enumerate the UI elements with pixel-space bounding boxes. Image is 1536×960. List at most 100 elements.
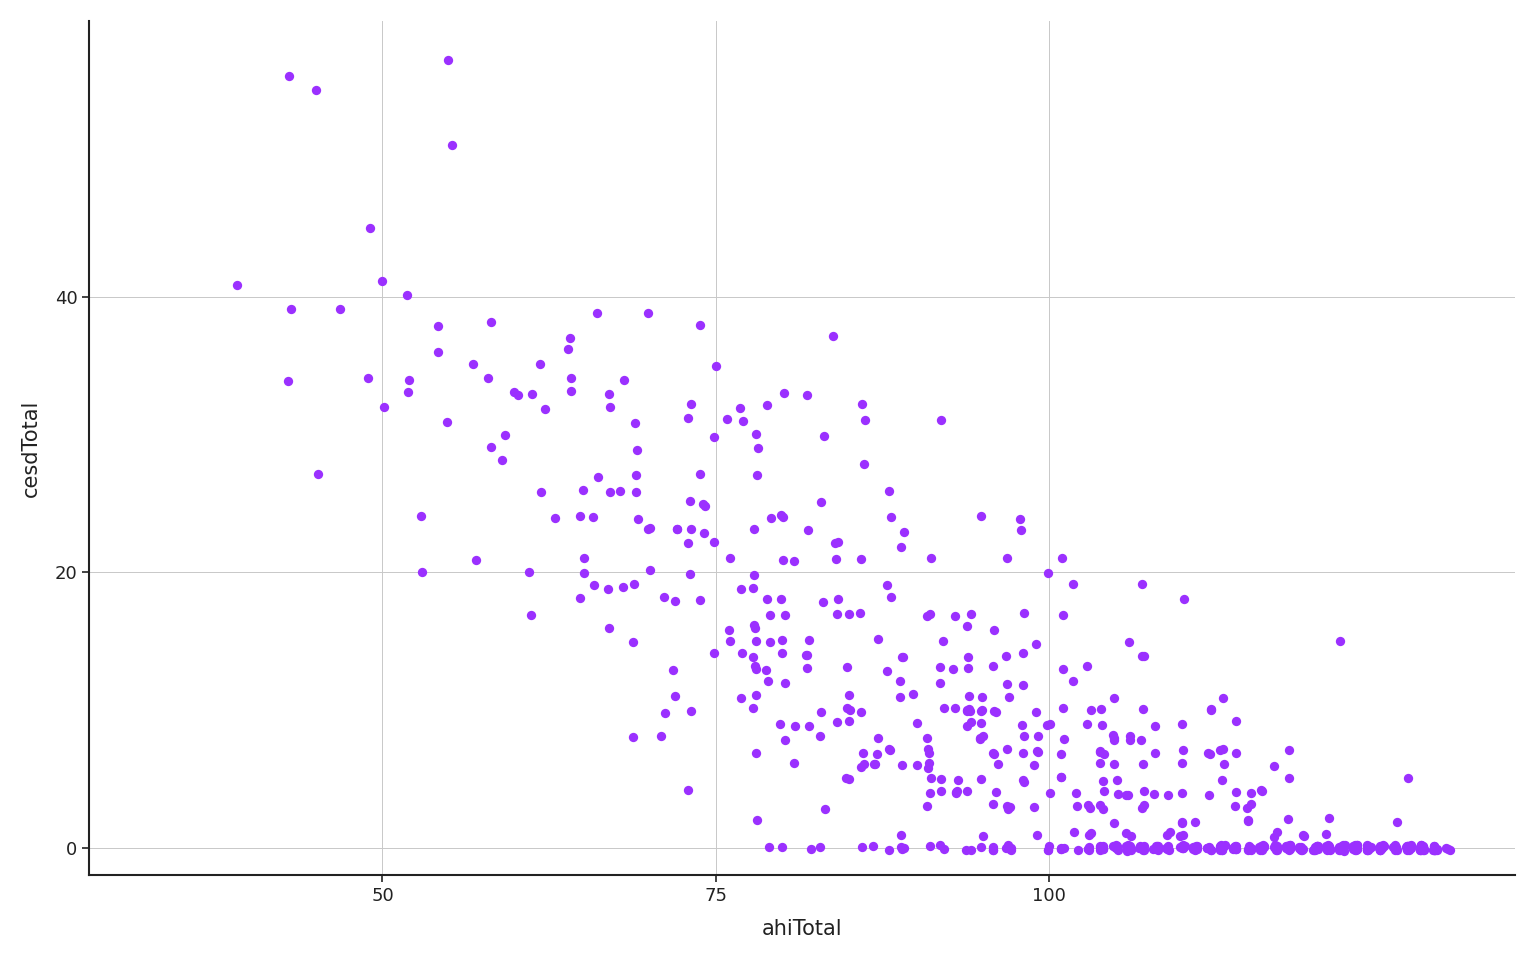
- Point: [571, 551, 596, 566]
- Point: [1289, 842, 1313, 857]
- Point: [954, 842, 978, 857]
- Point: [1026, 729, 1051, 744]
- Point: [1252, 838, 1276, 853]
- Point: [945, 784, 969, 800]
- Point: [877, 741, 902, 756]
- Point: [958, 714, 983, 730]
- Point: [770, 633, 794, 648]
- Point: [1318, 841, 1342, 856]
- Point: [1316, 841, 1341, 856]
- Point: [519, 386, 544, 401]
- Point: [889, 839, 914, 854]
- Point: [848, 759, 872, 775]
- Point: [1118, 838, 1143, 853]
- Point: [968, 840, 992, 855]
- Point: [955, 783, 980, 799]
- Point: [1382, 841, 1407, 856]
- Point: [1381, 839, 1405, 854]
- Point: [637, 520, 662, 536]
- Point: [1355, 843, 1379, 858]
- Point: [1049, 770, 1074, 785]
- Point: [971, 703, 995, 718]
- Point: [982, 622, 1006, 637]
- Point: [1221, 842, 1246, 857]
- Point: [1409, 843, 1433, 858]
- Point: [1118, 729, 1143, 744]
- Point: [1169, 756, 1193, 771]
- Point: [998, 799, 1023, 814]
- Point: [932, 701, 957, 716]
- Point: [1167, 828, 1192, 844]
- Point: [743, 426, 768, 442]
- Point: [730, 646, 754, 661]
- Point: [608, 483, 633, 498]
- Point: [505, 387, 530, 402]
- Point: [636, 522, 660, 538]
- Point: [1011, 678, 1035, 693]
- Point: [957, 701, 982, 716]
- Point: [1410, 838, 1435, 853]
- Point: [1396, 839, 1421, 854]
- Point: [1273, 840, 1298, 855]
- Point: [1183, 842, 1207, 857]
- Point: [1341, 841, 1366, 856]
- Point: [982, 796, 1006, 811]
- Point: [822, 535, 846, 550]
- Point: [743, 659, 768, 674]
- Point: [1224, 838, 1249, 853]
- Point: [1264, 840, 1289, 855]
- Point: [929, 771, 954, 786]
- Point: [1290, 842, 1315, 857]
- Point: [1207, 838, 1232, 853]
- Point: [439, 137, 464, 153]
- Point: [994, 648, 1018, 663]
- Point: [995, 801, 1020, 816]
- Point: [1395, 840, 1419, 855]
- Point: [1370, 837, 1395, 852]
- Point: [797, 633, 822, 648]
- Point: [1012, 774, 1037, 789]
- Point: [519, 608, 544, 623]
- Point: [1421, 842, 1445, 857]
- Point: [1061, 577, 1086, 592]
- Point: [1303, 839, 1327, 854]
- Point: [1435, 840, 1459, 855]
- Point: [771, 552, 796, 567]
- Point: [581, 509, 605, 524]
- Point: [1144, 840, 1169, 855]
- Point: [1114, 826, 1138, 841]
- Point: [688, 318, 713, 333]
- Point: [1238, 840, 1263, 855]
- Point: [584, 305, 608, 321]
- Point: [1091, 840, 1115, 855]
- Point: [1224, 745, 1249, 760]
- Point: [1186, 839, 1210, 854]
- Point: [1435, 841, 1459, 856]
- Point: [1184, 842, 1209, 857]
- Point: [743, 686, 768, 702]
- Point: [823, 552, 848, 567]
- Point: [969, 704, 994, 719]
- Point: [1025, 636, 1049, 651]
- Point: [1066, 842, 1091, 857]
- Point: [1369, 838, 1393, 853]
- Point: [1170, 840, 1195, 855]
- Point: [665, 521, 690, 537]
- Point: [865, 746, 889, 761]
- Point: [1091, 840, 1115, 855]
- Point: [796, 522, 820, 538]
- Point: [1198, 702, 1223, 717]
- Point: [1101, 756, 1126, 772]
- Point: [464, 553, 488, 568]
- Point: [946, 772, 971, 787]
- Point: [1091, 774, 1115, 789]
- Point: [888, 674, 912, 689]
- Point: [929, 412, 954, 427]
- Point: [1330, 838, 1355, 853]
- Point: [596, 581, 621, 596]
- Point: [714, 411, 739, 426]
- Point: [598, 620, 622, 636]
- Point: [742, 521, 766, 537]
- Point: [1064, 785, 1089, 801]
- Point: [1117, 838, 1141, 853]
